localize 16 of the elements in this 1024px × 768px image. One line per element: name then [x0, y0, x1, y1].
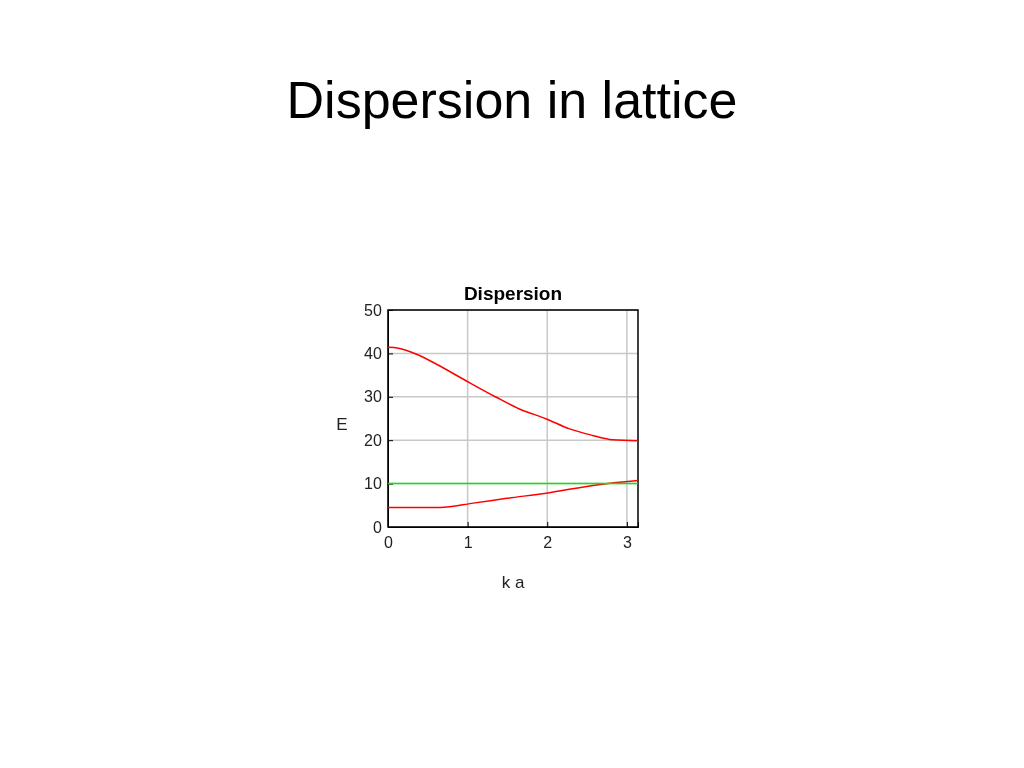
y-tick-label: 40	[364, 345, 382, 363]
y-axis-title: E	[336, 415, 348, 434]
x-tick-label: 0	[384, 533, 394, 551]
x-tick-label: 3	[622, 533, 632, 551]
y-tick-label: 20	[364, 431, 382, 449]
y-tick-label: 10	[364, 475, 382, 493]
line-series	[387, 479, 639, 509]
chart-subtitle: Dispersion	[463, 283, 563, 304]
chart-title: Dispersion in lattice	[286, 71, 738, 129]
line-series	[387, 346, 639, 442]
y-tick-label: 50	[364, 301, 382, 319]
y-tick-label: 30	[364, 388, 382, 406]
x-axis-title: k a	[501, 573, 525, 592]
x-tick-label: 2	[543, 533, 553, 551]
y-tick-label: 0	[372, 518, 382, 536]
x-tick-label: 1	[463, 533, 473, 551]
